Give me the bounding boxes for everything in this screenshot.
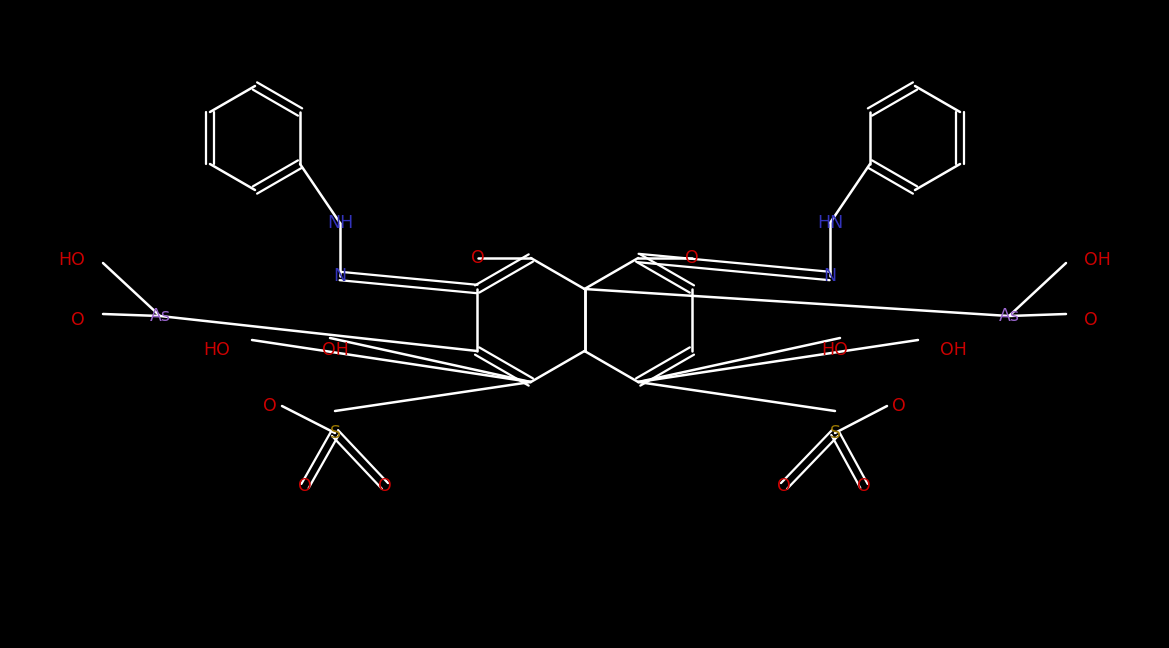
Text: HO: HO bbox=[203, 341, 230, 359]
Text: O: O bbox=[892, 397, 906, 415]
Text: O: O bbox=[378, 477, 392, 495]
Text: O: O bbox=[685, 249, 699, 267]
Text: As: As bbox=[150, 307, 171, 325]
Text: O: O bbox=[857, 477, 871, 495]
Text: OH: OH bbox=[321, 341, 348, 359]
Text: O: O bbox=[471, 249, 485, 267]
Text: As: As bbox=[998, 307, 1019, 325]
Text: O: O bbox=[777, 477, 791, 495]
Text: O: O bbox=[263, 397, 277, 415]
Text: OH: OH bbox=[1084, 251, 1111, 269]
Text: O: O bbox=[71, 311, 85, 329]
Text: N: N bbox=[333, 267, 346, 285]
Text: HO: HO bbox=[58, 251, 85, 269]
Text: S: S bbox=[830, 424, 841, 442]
Text: HN: HN bbox=[817, 214, 843, 232]
Text: S: S bbox=[330, 424, 340, 442]
Text: O: O bbox=[298, 477, 312, 495]
Text: N: N bbox=[823, 267, 837, 285]
Text: NH: NH bbox=[327, 214, 353, 232]
Text: OH: OH bbox=[940, 341, 967, 359]
Text: HO: HO bbox=[822, 341, 849, 359]
Text: O: O bbox=[1084, 311, 1098, 329]
